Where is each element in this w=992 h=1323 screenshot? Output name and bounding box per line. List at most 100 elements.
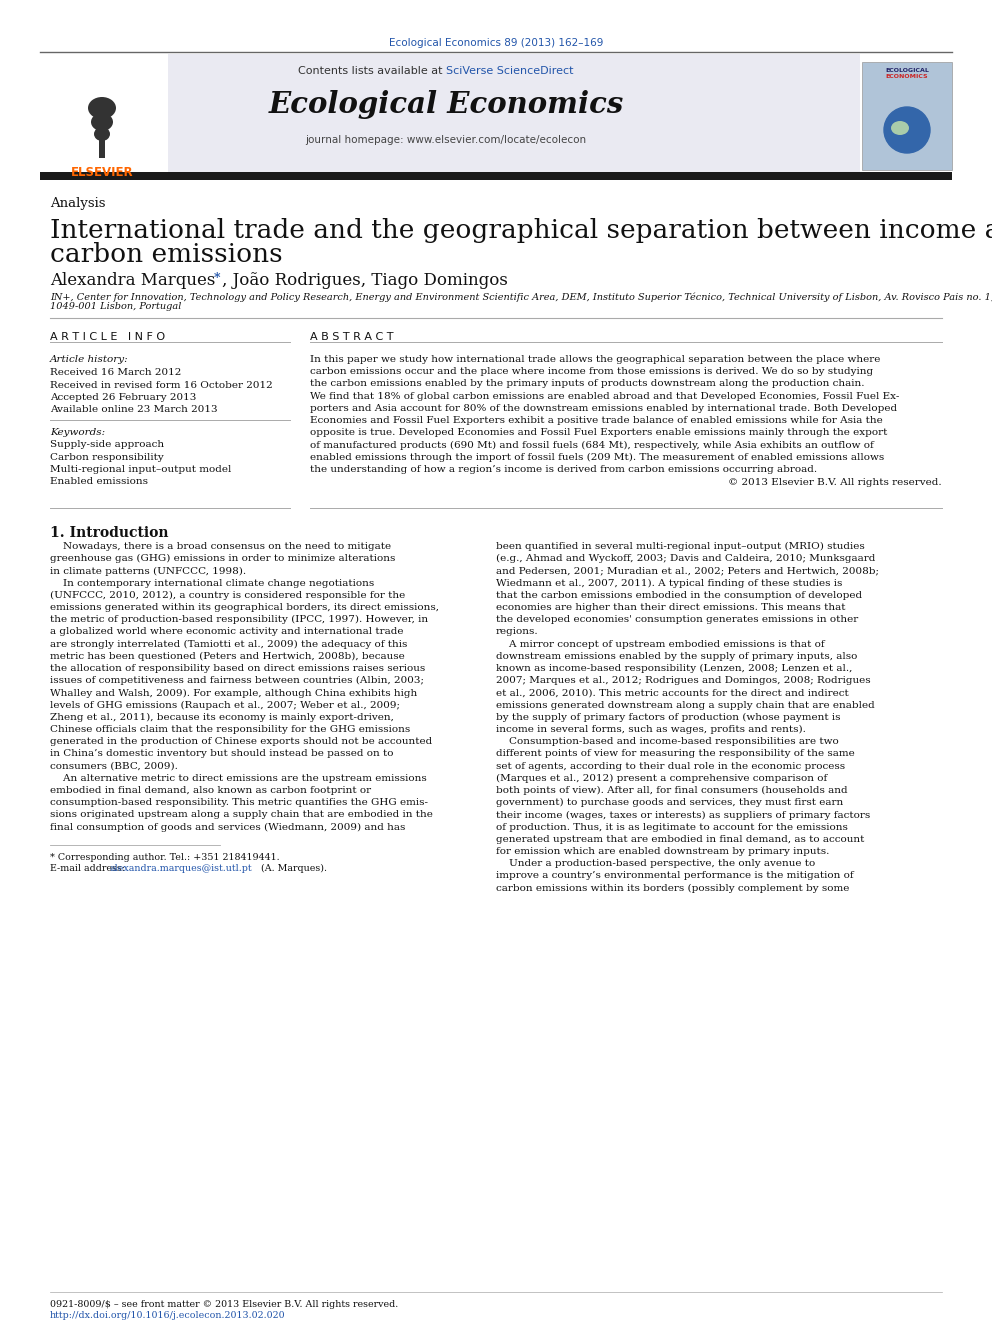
Text: Ecological Economics: Ecological Economics — [269, 90, 624, 119]
Text: We find that 18% of global carbon emissions are enabled abroad and that Develope: We find that 18% of global carbon emissi… — [310, 392, 900, 401]
Text: Received 16 March 2012: Received 16 March 2012 — [50, 368, 182, 377]
Text: * Corresponding author. Tel.: +351 218419441.: * Corresponding author. Tel.: +351 21841… — [50, 853, 280, 861]
Text: (A. Marques).: (A. Marques). — [258, 864, 327, 873]
Text: Available online 23 March 2013: Available online 23 March 2013 — [50, 406, 217, 414]
Text: Keywords:: Keywords: — [50, 429, 105, 437]
Text: levels of GHG emissions (Raupach et al., 2007; Weber et al., 2009;: levels of GHG emissions (Raupach et al.,… — [50, 701, 400, 709]
Text: ELSEVIER: ELSEVIER — [70, 165, 133, 179]
Text: economies are higher than their direct emissions. This means that: economies are higher than their direct e… — [496, 603, 845, 613]
Bar — [40, 54, 168, 172]
Text: the metric of production-based responsibility (IPCC, 1997). However, in: the metric of production-based responsib… — [50, 615, 429, 624]
Text: opposite is true. Developed Economies and Fossil Fuel Exporters enable emissions: opposite is true. Developed Economies an… — [310, 429, 888, 437]
Bar — [40, 54, 860, 172]
Text: 1. Introduction: 1. Introduction — [50, 527, 169, 540]
Text: the allocation of responsibility based on direct emissions raises serious: the allocation of responsibility based o… — [50, 664, 426, 673]
Text: embodied in final demand, also known as carbon footprint or: embodied in final demand, also known as … — [50, 786, 371, 795]
Text: issues of competitiveness and fairness between countries (Albin, 2003;: issues of competitiveness and fairness b… — [50, 676, 424, 685]
Text: are strongly interrelated (Tamiotti et al., 2009) the adequacy of this: are strongly interrelated (Tamiotti et a… — [50, 639, 408, 648]
Text: Received in revised form 16 October 2012: Received in revised form 16 October 2012 — [50, 381, 273, 389]
Text: different points of view for measuring the responsibility of the same: different points of view for measuring t… — [496, 749, 855, 758]
Text: of manufactured products (690 Mt) and fossil fuels (684 Mt), respectively, while: of manufactured products (690 Mt) and fo… — [310, 441, 874, 450]
Text: emissions generated within its geographical borders, its direct emissions,: emissions generated within its geographi… — [50, 603, 439, 613]
Bar — [862, 62, 952, 169]
Text: Wiedmann et al., 2007, 2011). A typical finding of these studies is: Wiedmann et al., 2007, 2011). A typical … — [496, 578, 842, 587]
Text: Consumption-based and income-based responsibilities are two: Consumption-based and income-based respo… — [496, 737, 839, 746]
Text: a globalized world where economic activity and international trade: a globalized world where economic activi… — [50, 627, 404, 636]
Text: (UNFCCC, 2010, 2012), a country is considered responsible for the: (UNFCCC, 2010, 2012), a country is consi… — [50, 591, 406, 599]
Text: http://dx.doi.org/10.1016/j.ecolecon.2013.02.020: http://dx.doi.org/10.1016/j.ecolecon.201… — [50, 1311, 286, 1320]
Text: Carbon responsibility: Carbon responsibility — [50, 452, 164, 462]
Text: *: * — [214, 273, 220, 284]
Text: that the carbon emissions embodied in the consumption of developed: that the carbon emissions embodied in th… — [496, 591, 862, 599]
Text: Supply-side approach: Supply-side approach — [50, 441, 164, 448]
Ellipse shape — [94, 127, 110, 142]
Ellipse shape — [91, 112, 113, 131]
Text: Economies and Fossil Fuel Exporters exhibit a positive trade balance of enabled : Economies and Fossil Fuel Exporters exhi… — [310, 415, 883, 425]
Text: Ecological Economics 89 (2013) 162–169: Ecological Economics 89 (2013) 162–169 — [389, 38, 603, 48]
Text: Zheng et al., 2011), because its economy is mainly export-driven,: Zheng et al., 2011), because its economy… — [50, 713, 394, 722]
Text: 0921-8009/$ – see front matter © 2013 Elsevier B.V. All rights reserved.: 0921-8009/$ – see front matter © 2013 El… — [50, 1301, 398, 1308]
Text: © 2013 Elsevier B.V. All rights reserved.: © 2013 Elsevier B.V. All rights reserved… — [728, 478, 942, 487]
Text: consumption-based responsibility. This metric quantifies the GHG emis-: consumption-based responsibility. This m… — [50, 798, 428, 807]
Text: Nowadays, there is a broad consensus on the need to mitigate: Nowadays, there is a broad consensus on … — [50, 542, 391, 550]
Text: , João Rodrigues, Tiago Domingos: , João Rodrigues, Tiago Domingos — [222, 273, 508, 288]
Ellipse shape — [88, 97, 116, 119]
Text: final consumption of goods and services (Wiedmann, 2009) and has: final consumption of goods and services … — [50, 823, 406, 832]
Text: (e.g., Ahmad and Wyckoff, 2003; Davis and Caldeira, 2010; Munksgaard: (e.g., Ahmad and Wyckoff, 2003; Davis an… — [496, 554, 875, 564]
Circle shape — [884, 107, 930, 153]
Text: In this paper we study how international trade allows the geographical separatio: In this paper we study how international… — [310, 355, 880, 364]
Text: A mirror concept of upstream embodied emissions is that of: A mirror concept of upstream embodied em… — [496, 639, 824, 648]
Text: ECOLOGICAL: ECOLOGICAL — [885, 67, 929, 73]
Text: metric has been questioned (Peters and Hertwich, 2008b), because: metric has been questioned (Peters and H… — [50, 652, 405, 662]
Text: both points of view). After all, for final consumers (households and: both points of view). After all, for fin… — [496, 786, 847, 795]
Text: An alternative metric to direct emissions are the upstream emissions: An alternative metric to direct emission… — [50, 774, 427, 783]
Text: 1049-001 Lisbon, Portugal: 1049-001 Lisbon, Portugal — [50, 302, 182, 311]
Text: 2007; Marques et al., 2012; Rodrigues and Domingos, 2008; Rodrigues: 2007; Marques et al., 2012; Rodrigues an… — [496, 676, 871, 685]
Text: generated in the production of Chinese exports should not be accounted: generated in the production of Chinese e… — [50, 737, 433, 746]
Text: A B S T R A C T: A B S T R A C T — [310, 332, 394, 343]
Bar — [40, 172, 952, 180]
Text: IN+, Center for Innovation, Technology and Policy Research, Energy and Environme: IN+, Center for Innovation, Technology a… — [50, 292, 992, 302]
Text: downstream emissions enabled by the supply of primary inputs, also: downstream emissions enabled by the supp… — [496, 652, 857, 660]
Text: regions.: regions. — [496, 627, 539, 636]
Text: Enabled emissions: Enabled emissions — [50, 478, 148, 487]
Text: been quantified in several multi-regional input–output (MRIO) studies: been quantified in several multi-regiona… — [496, 542, 865, 552]
Text: Alexandra Marques: Alexandra Marques — [50, 273, 220, 288]
Text: E-mail address:: E-mail address: — [50, 864, 128, 873]
Text: government) to purchase goods and services, they must first earn: government) to purchase goods and servic… — [496, 798, 843, 807]
Text: Under a production-based perspective, the only avenue to: Under a production-based perspective, th… — [496, 859, 815, 868]
Text: In contemporary international climate change negotiations: In contemporary international climate ch… — [50, 578, 374, 587]
Text: by the supply of primary factors of production (whose payment is: by the supply of primary factors of prod… — [496, 713, 840, 722]
Text: generated upstream that are embodied in final demand, as to account: generated upstream that are embodied in … — [496, 835, 864, 844]
Text: income in several forms, such as wages, profits and rents).: income in several forms, such as wages, … — [496, 725, 806, 734]
Text: journal homepage: www.elsevier.com/locate/ecolecon: journal homepage: www.elsevier.com/locat… — [306, 135, 586, 146]
Text: for emission which are enabled downstream by primary inputs.: for emission which are enabled downstrea… — [496, 847, 829, 856]
Text: Chinese officials claim that the responsibility for the GHG emissions: Chinese officials claim that the respons… — [50, 725, 411, 734]
Text: carbon emissions: carbon emissions — [50, 242, 283, 267]
Text: A R T I C L E   I N F O: A R T I C L E I N F O — [50, 332, 165, 343]
Text: alexandra.marques@ist.utl.pt: alexandra.marques@ist.utl.pt — [110, 864, 253, 873]
Text: the understanding of how a region’s income is derived from carbon emissions occu: the understanding of how a region’s inco… — [310, 464, 817, 474]
Text: the developed economies' consumption generates emissions in other: the developed economies' consumption gen… — [496, 615, 858, 624]
Text: Article history:: Article history: — [50, 355, 129, 364]
Text: Multi-regional input–output model: Multi-regional input–output model — [50, 464, 231, 474]
Text: Contents lists available at: Contents lists available at — [298, 66, 446, 75]
Text: their income (wages, taxes or interests) as suppliers of primary factors: their income (wages, taxes or interests)… — [496, 811, 870, 819]
Text: of production. Thus, it is as legitimate to account for the emissions: of production. Thus, it is as legitimate… — [496, 823, 848, 832]
Text: SciVerse ScienceDirect: SciVerse ScienceDirect — [446, 66, 573, 75]
Text: known as income-based responsibility (Lenzen, 2008; Lenzen et al.,: known as income-based responsibility (Le… — [496, 664, 852, 673]
Text: Whalley and Walsh, 2009). For example, although China exhibits high: Whalley and Walsh, 2009). For example, a… — [50, 688, 418, 697]
Text: enabled emissions through the import of fossil fuels (209 Mt). The measurement o: enabled emissions through the import of … — [310, 452, 884, 462]
Text: ECONOMICS: ECONOMICS — [886, 74, 929, 79]
Text: Analysis: Analysis — [50, 197, 105, 210]
Text: Accepted 26 February 2013: Accepted 26 February 2013 — [50, 393, 196, 402]
Text: emissions generated downstream along a supply chain that are enabled: emissions generated downstream along a s… — [496, 701, 875, 709]
Text: sions originated upstream along a supply chain that are embodied in the: sions originated upstream along a supply… — [50, 811, 433, 819]
Ellipse shape — [891, 120, 909, 135]
Text: in climate patterns (UNFCCC, 1998).: in climate patterns (UNFCCC, 1998). — [50, 566, 246, 576]
Text: the carbon emissions enabled by the primary inputs of products downstream along : the carbon emissions enabled by the prim… — [310, 380, 864, 389]
Text: improve a country’s environmental performance is the mitigation of: improve a country’s environmental perfor… — [496, 872, 854, 880]
Text: (Marques et al., 2012) present a comprehensive comparison of: (Marques et al., 2012) present a compreh… — [496, 774, 827, 783]
Text: International trade and the geographical separation between income and enabled: International trade and the geographical… — [50, 218, 992, 243]
Bar — [99, 128, 105, 157]
